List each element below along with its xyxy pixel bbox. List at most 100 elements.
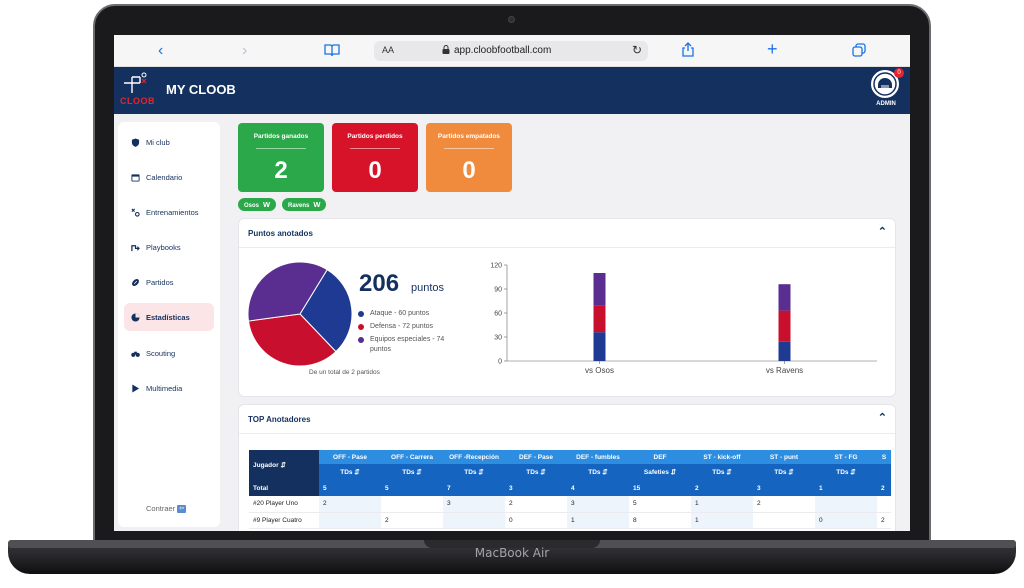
column-header-sort[interactable]: TDs ⇵ (381, 464, 443, 480)
chevron-up-icon[interactable]: ⌃ (877, 412, 887, 424)
column-header-sort[interactable]: Safeties ⇵ (629, 464, 691, 480)
match-result-badge[interactable]: Osos W (238, 198, 277, 211)
pie-chart (247, 261, 353, 367)
legend-label: Defensa - 72 puntos (370, 323, 434, 330)
points-panel: Puntos anotados ⌃ 206 puntos Ataque - 60… (238, 218, 896, 397)
cell: 2 (877, 512, 891, 529)
bar-segment (593, 305, 606, 333)
pie-slice-equipos-especiales (247, 261, 328, 322)
forward-icon[interactable]: › (242, 42, 248, 59)
cell (877, 496, 891, 513)
cell: Total (249, 480, 319, 496)
camera (508, 16, 515, 23)
cell: 0 (505, 512, 567, 529)
reader-button[interactable]: AA (382, 45, 395, 55)
sidebar-item-label: Partidos (146, 278, 174, 287)
tactics-icon (131, 208, 140, 217)
sidebar-item-mi-club[interactable]: Mi club (124, 128, 214, 156)
pie-slice-defensa (247, 313, 337, 367)
cell (443, 512, 505, 529)
table-row[interactable]: #20 Player Uno 2 3 2 3 5 1 2 (249, 496, 891, 513)
stat-title: Partidos ganados (253, 133, 309, 140)
table-total-row: Total 5 5 7 3 4 15 2 3 1 2 (249, 480, 891, 496)
laptop-notch (424, 540, 600, 548)
sidebar-item-playbooks[interactable]: Playbooks (124, 233, 214, 261)
helmet-icon (873, 72, 897, 96)
tabs-icon[interactable] (852, 43, 866, 63)
legend-label: Equipos especiales - 74 puntos (370, 336, 445, 353)
sidebar-item-label: Entrenamientos (146, 208, 199, 217)
table-row[interactable]: #9 Player Cuatro 2 0 1 8 1 0 2 (249, 512, 891, 529)
club-logo[interactable]: CLOOB (118, 71, 160, 109)
y-tick-label: 90 (494, 287, 502, 294)
stat-title: Partidos perdidos (347, 133, 403, 140)
column-header-sort[interactable]: TDs ⇵ (815, 464, 877, 480)
chevron-up-icon[interactable]: ⌃ (877, 226, 887, 238)
cell: 8 (629, 512, 691, 529)
x-tick-label: vs Ravens (766, 366, 803, 375)
reload-icon[interactable]: ↻ (631, 43, 642, 57)
cell: 1 (691, 496, 753, 513)
cell: 5 (629, 496, 691, 513)
sidebar-item-scouting[interactable]: Scouting (124, 339, 214, 367)
sidebar-item-multimedia[interactable]: Multimedia (124, 374, 214, 402)
app-header: CLOOB MY CLOOB 0 ADMIN (114, 67, 910, 114)
column-header-sort[interactable]: TDs ⇵ (753, 464, 815, 480)
football-icon (132, 279, 139, 286)
column-header-player[interactable]: Jugador ⇵ (249, 450, 319, 480)
user-avatar[interactable] (871, 70, 899, 98)
top-scorers-table: Jugador ⇵ OFF - Pase OFF - Carrera OFF -… (249, 450, 891, 529)
sidebar-item-entrenamientos[interactable]: Entrenamientos (124, 198, 214, 226)
shield-icon (131, 138, 140, 147)
sidebar-item-calendario[interactable]: Calendario (124, 163, 214, 191)
match-result-badge[interactable]: Ravens W (282, 198, 327, 211)
bookmarks-icon[interactable] (324, 43, 340, 63)
cell: 15 (629, 480, 691, 496)
cell: 7 (443, 480, 505, 496)
new-tab-icon[interactable]: + (767, 39, 778, 59)
column-header-sort[interactable]: TDs ⇵ (567, 464, 629, 480)
url-text: app.cloobfootball.com (454, 45, 552, 56)
column-header-sort[interactable]: TDs ⇵ (505, 464, 567, 480)
main-content: Partidos ganados 2 Partidos perdidos 0 P… (228, 114, 910, 531)
logo-graphic (124, 72, 147, 93)
column-header-sort[interactable]: TDs ⇵ (319, 464, 381, 480)
cell: 2 (691, 480, 753, 496)
bar-segment (593, 332, 606, 361)
calendar-icon (131, 174, 140, 182)
address-bar[interactable]: AA app.cloobfootball.com ↻ (374, 41, 648, 61)
column-group: ST - FG (815, 450, 877, 464)
play-icon (132, 384, 140, 393)
cell (753, 512, 815, 529)
share-icon[interactable] (682, 42, 694, 63)
stacked-bar-chart: 0 30 60 90 120 vs Osos vs Ravens (490, 263, 877, 375)
column-header-sort[interactable]: TDs ⇵ (691, 464, 753, 480)
divider (256, 148, 306, 149)
pie-chart-icon (131, 313, 140, 322)
cell: 3 (753, 480, 815, 496)
cell: 2 (505, 496, 567, 513)
divider (239, 247, 895, 248)
column-group: DEF - fumbles (567, 450, 629, 464)
logo-text: CLOOB (120, 96, 155, 106)
column-group: S (877, 450, 891, 464)
bar-segment (778, 284, 791, 311)
sidebar-item-estadisticas[interactable]: Estadísticas (124, 303, 214, 331)
sidebar-item-partidos[interactable]: Partidos (124, 268, 214, 296)
column-header-sort[interactable]: TDs ⇵ (443, 464, 505, 480)
cell (381, 496, 443, 513)
cell: 1 (567, 512, 629, 529)
binoculars-icon (131, 351, 140, 357)
sidebar-item-label: Mi club (146, 138, 170, 147)
team-name: Osos (244, 203, 260, 209)
cell: 3 (567, 496, 629, 513)
stat-value: 0 (368, 157, 382, 184)
cell (815, 496, 877, 513)
sidebar-item-label: Playbooks (146, 243, 181, 252)
collapse-sidebar-button[interactable]: Contraer ⇦ (146, 504, 187, 514)
back-icon[interactable]: ‹ (158, 42, 164, 59)
points-unit: puntos (411, 282, 445, 294)
column-header-sort (877, 464, 891, 480)
cell: 1 (691, 512, 753, 529)
table-subheader: TDs ⇵ TDs ⇵ TDs ⇵ TDs ⇵ TDs ⇵ Safeties ⇵… (249, 464, 891, 480)
